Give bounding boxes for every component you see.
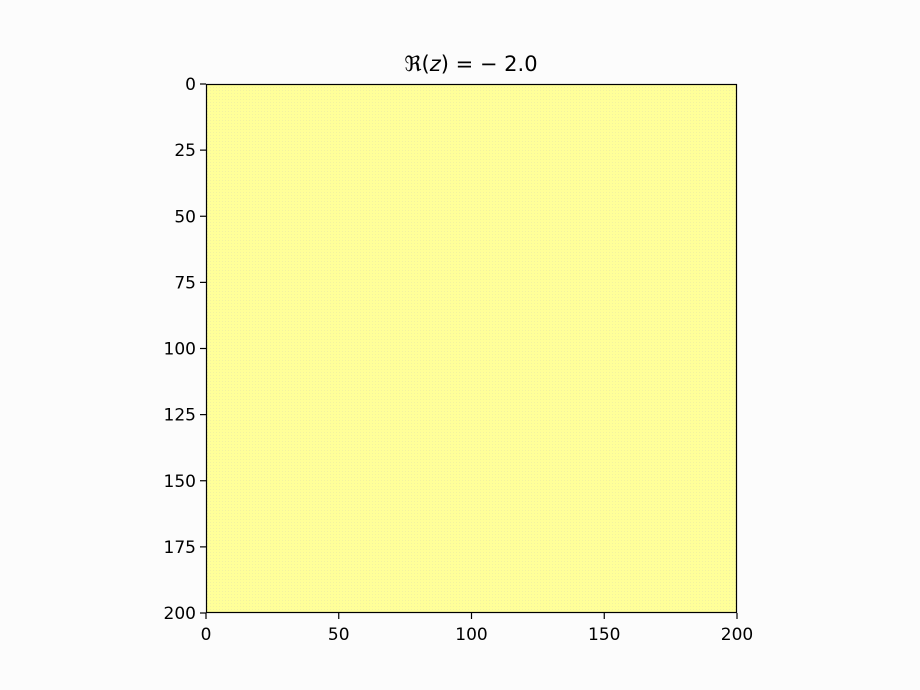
y-tick-label: 100 (164, 340, 196, 360)
plot-frame (205, 83, 738, 614)
x-tick-label: 50 (328, 625, 350, 645)
y-tick-label: 125 (164, 406, 196, 426)
x-tick-label: 100 (455, 625, 487, 645)
x-tick-label: 150 (588, 625, 620, 645)
y-tick-label: 25 (174, 141, 196, 161)
y-axis: 0 25 50 75 100 125 150 175 200 (164, 75, 206, 624)
heatmap-cells (206, 84, 737, 613)
y-tick-label: 0 (185, 75, 196, 95)
y-tick-label: 75 (174, 273, 196, 293)
y-tick-label: 150 (164, 472, 196, 492)
x-tick-label: 0 (201, 625, 212, 645)
y-tick-label: 50 (174, 207, 196, 227)
y-tick-label: 200 (164, 604, 196, 624)
y-tick-label: 175 (164, 538, 196, 558)
x-tick-label: 200 (721, 625, 753, 645)
chart-title: ℜ(z) = − 2.0 (404, 52, 537, 76)
x-axis: 0 50 100 150 200 (201, 613, 753, 645)
plot-area (205, 83, 738, 614)
